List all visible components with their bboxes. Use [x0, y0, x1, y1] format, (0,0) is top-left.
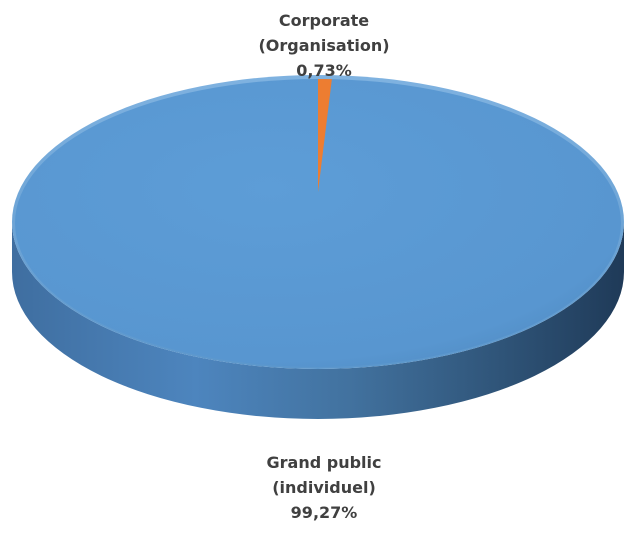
data-label-grand-public: Grand public (individuel) 99,27% — [214, 450, 434, 525]
pie-slices — [318, 78, 332, 192]
pie-slice-corporate — [318, 78, 332, 192]
data-label-value: 99,27% — [290, 503, 358, 522]
data-label-category-line-2: (individuel) — [272, 478, 376, 497]
pie-side-wall — [12, 222, 624, 419]
pie-body — [12, 75, 624, 419]
pie-top-face — [15, 79, 621, 367]
data-label-category-line-1: Corporate — [278, 11, 370, 30]
data-label-corporate: Corporate (Organisation) 0,73% — [214, 8, 434, 83]
data-label-value: 0,73% — [296, 61, 352, 80]
data-label-category-line-2: (Organisation) — [258, 36, 390, 55]
data-label-category-line-1: Grand public — [266, 453, 382, 472]
